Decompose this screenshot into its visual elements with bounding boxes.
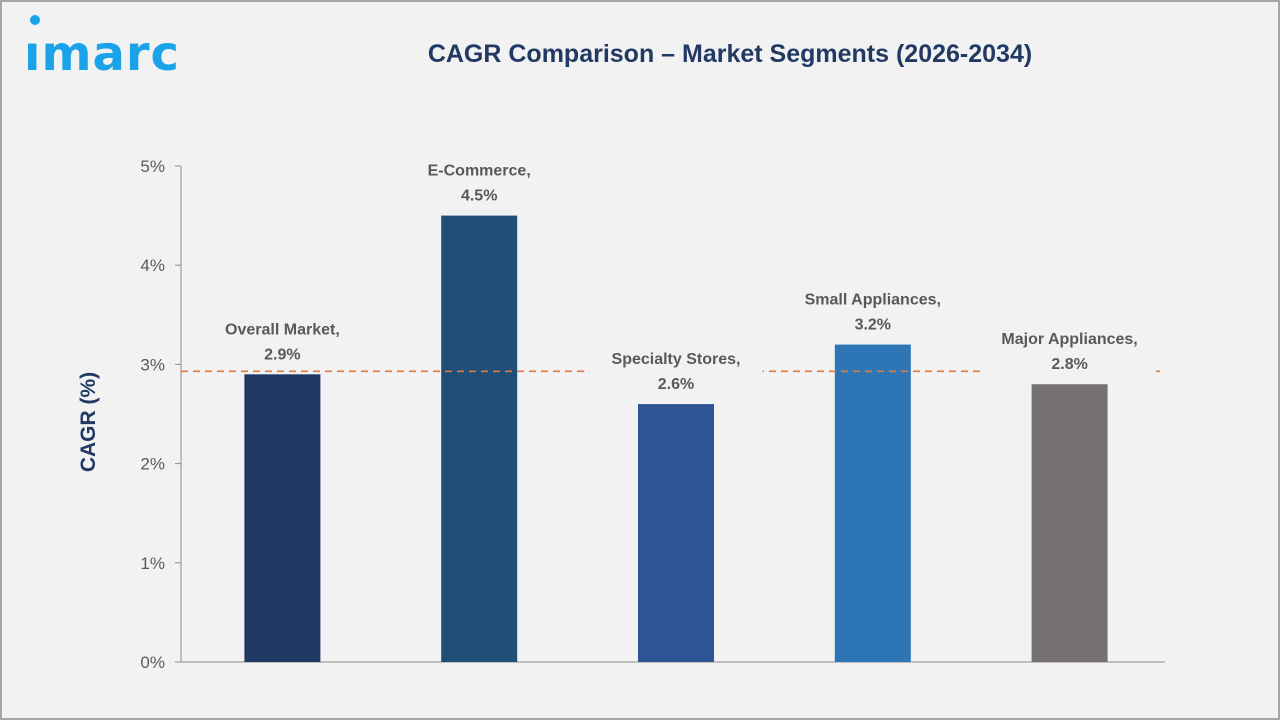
data-label-background bbox=[205, 316, 360, 367]
bar-small-appliances bbox=[834, 344, 911, 662]
logo-dot bbox=[30, 15, 40, 25]
data-label-value: 2.8% bbox=[1051, 356, 1087, 373]
data-label-background bbox=[786, 286, 960, 337]
y-tick-label: 1% bbox=[140, 554, 165, 573]
data-label: Small Appliances, 3.2% bbox=[786, 286, 960, 337]
chart-title: CAGR Comparison – Market Segments (2026-… bbox=[427, 40, 1033, 68]
y-tick-label: 2% bbox=[140, 455, 165, 474]
y-tick-label: 4% bbox=[140, 256, 165, 275]
data-label-category: Overall Market, bbox=[225, 321, 340, 338]
data-label-background bbox=[589, 346, 763, 397]
bar-e-commerce bbox=[441, 215, 518, 662]
bar-specialty-stores bbox=[638, 404, 714, 662]
data-label-category: Major Appliances, bbox=[1001, 331, 1137, 348]
data-label-category: Small Appliances, bbox=[805, 292, 941, 309]
data-label-value: 3.2% bbox=[855, 317, 891, 334]
y-tick-label: 3% bbox=[140, 355, 165, 374]
y-tick-label: 5% bbox=[140, 157, 165, 176]
y-axis-label: CAGR (%) bbox=[77, 372, 100, 472]
data-label: E-Commerce, 4.5% bbox=[421, 157, 537, 208]
data-label: Major Appliances, 2.8% bbox=[983, 326, 1157, 377]
bar-overall-market bbox=[244, 374, 321, 662]
data-label-background bbox=[421, 157, 537, 208]
data-label-value: 4.5% bbox=[461, 188, 497, 205]
data-label-value: 2.6% bbox=[658, 376, 694, 393]
data-label-value: 2.9% bbox=[264, 346, 300, 363]
bar-major-appliances bbox=[1031, 384, 1108, 662]
data-label-background bbox=[983, 326, 1157, 377]
y-tick-label: 0% bbox=[140, 653, 165, 672]
data-label-category: E-Commerce, bbox=[428, 163, 531, 180]
imarc-logo: ımarc bbox=[24, 15, 180, 82]
data-label: Specialty Stores, 2.6% bbox=[589, 346, 763, 397]
data-label: Overall Market, 2.9% bbox=[205, 316, 360, 367]
logo-wordmark: ımarc bbox=[24, 26, 180, 82]
data-label-category: Specialty Stores, bbox=[612, 351, 741, 368]
